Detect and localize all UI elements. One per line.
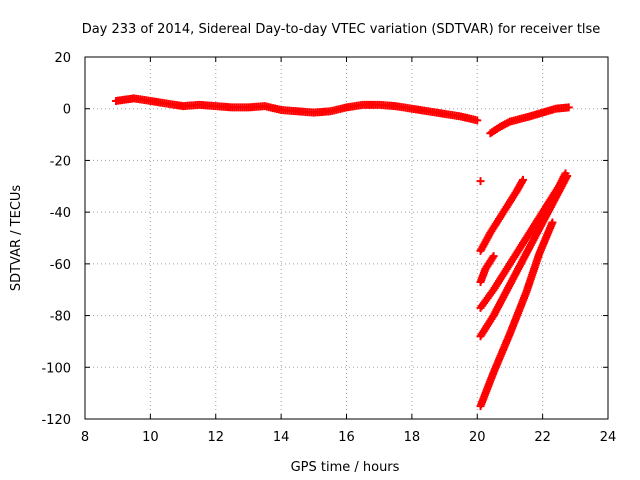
series-streak-4 <box>476 171 572 341</box>
x-tick-labels: 8 10 12 14 16 18 20 22 24 <box>81 430 616 445</box>
y-axis-label: SDTVAR / TECUs <box>9 185 24 292</box>
data-point-trail <box>534 251 543 260</box>
y-tick-label: -120 <box>41 413 71 428</box>
y-tick-label: -80 <box>50 310 71 325</box>
data-point-trail <box>488 370 497 379</box>
x-tick-label: 14 <box>273 430 290 445</box>
data-point-trail <box>492 124 501 133</box>
data-point-trail <box>521 290 530 299</box>
data-point-trail <box>513 115 522 124</box>
data-point-trail <box>562 103 571 112</box>
series-late-rise <box>486 103 573 138</box>
data-point-trail <box>487 289 496 298</box>
axis-ticks <box>84 56 609 420</box>
x-axis-label: GPS time / hours <box>291 460 400 475</box>
y-tick-label: -60 <box>50 258 71 273</box>
series-streak-2 <box>476 252 498 286</box>
series-main-track <box>112 94 482 125</box>
y-tick-label: 20 <box>54 51 71 66</box>
y-tick-label: -100 <box>41 361 71 376</box>
data-point-trail <box>487 255 496 264</box>
data-point <box>476 177 485 186</box>
y-tick-label: 0 <box>63 103 71 118</box>
data-point-trail <box>562 173 571 182</box>
data-point-trail <box>471 115 480 124</box>
y-tick-label: -40 <box>50 206 71 221</box>
x-tick-label: 16 <box>338 430 355 445</box>
data-point-trail <box>536 109 545 118</box>
x-tick-label: 24 <box>600 430 617 445</box>
x-tick-label: 20 <box>469 430 486 445</box>
data-point-trail <box>518 177 527 186</box>
y-tick-label: -20 <box>50 154 71 169</box>
data-point-trail <box>547 220 556 229</box>
x-tick-label: 8 <box>81 430 89 445</box>
chart-title: Day 233 of 2014, Sidereal Day-to-day VTE… <box>82 22 601 37</box>
series-isolated-point <box>476 177 485 186</box>
x-tick-label: 12 <box>207 430 224 445</box>
data-points <box>112 94 573 411</box>
series-streak-1 <box>476 175 528 255</box>
data-point-trail <box>488 253 497 262</box>
data-point-trail <box>505 331 514 340</box>
series-streak-5 <box>476 218 557 411</box>
x-tick-label: 18 <box>404 430 421 445</box>
x-tick-label: 22 <box>534 430 551 445</box>
data-point-trail <box>523 112 532 121</box>
x-tick-label: 10 <box>142 430 159 445</box>
y-tick-labels: 20 0 -20 -40 -60 -80 -100 -120 <box>41 51 71 428</box>
